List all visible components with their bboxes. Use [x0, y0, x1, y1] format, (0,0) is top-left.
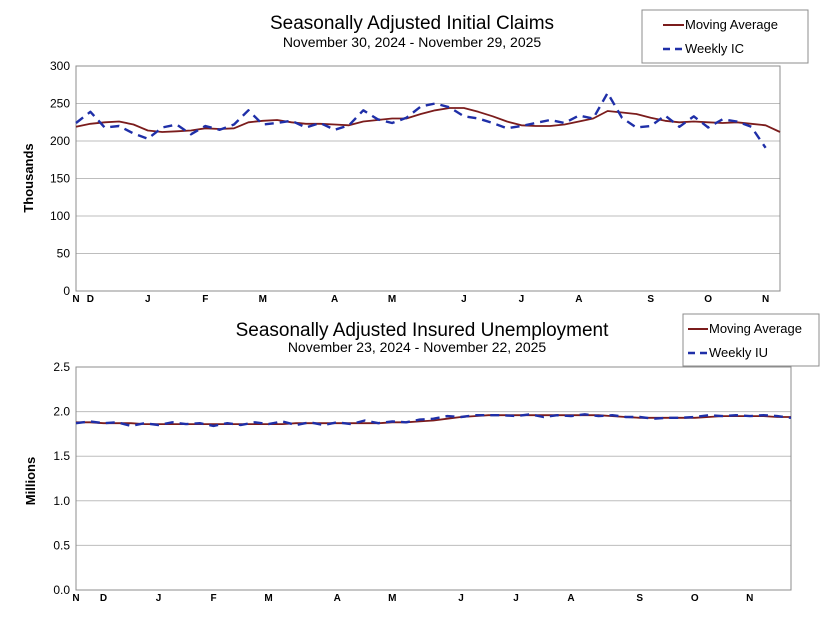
x-tick-label: O: [691, 593, 699, 604]
y-ticks: 0 50 100 150 200 250 300: [50, 59, 70, 298]
y-tick-label: 1.0: [53, 494, 70, 508]
y-tick-label: 0.0: [53, 583, 70, 597]
y-tick-label: 100: [50, 209, 70, 223]
x-tick-label: M: [264, 593, 272, 604]
y-tick-label: 0: [63, 284, 70, 298]
insured-unemployment-chart: Seasonally Adjusted Insured Unemployment…: [0, 310, 828, 642]
initial-claims-chart: Seasonally Adjusted Initial Claims Novem…: [0, 0, 828, 310]
series-line-weekly: [75, 413, 792, 428]
x-tick-label: M: [259, 294, 267, 305]
legend-label-weekly: Weekly IC: [685, 41, 744, 56]
x-tick-label: S: [647, 294, 654, 305]
chart-subtitle: November 23, 2024 - November 22, 2025: [288, 339, 547, 355]
x-tick-label: D: [87, 294, 94, 305]
x-tick-label: J: [513, 593, 519, 604]
initial-claims-svg: Seasonally Adjusted Initial Claims Novem…: [21, 9, 809, 305]
y-tick-label: 150: [50, 172, 70, 186]
series: [75, 91, 781, 149]
x-tick-label: F: [210, 593, 216, 604]
y-axis-label: Millions: [23, 457, 38, 505]
legend: Moving Average Weekly IC: [641, 9, 809, 64]
x-tick-label: F: [202, 294, 208, 305]
y-tick-label: 200: [50, 134, 70, 148]
legend-box: [641, 9, 809, 64]
x-tick-label: O: [704, 294, 712, 305]
x-tick-label: D: [100, 593, 107, 604]
legend-label-weekly: Weekly IU: [709, 345, 768, 360]
x-tick-label: S: [636, 593, 643, 604]
plot-frame: [75, 366, 792, 591]
y-tick-label: 250: [50, 97, 70, 111]
x-tick-label: J: [461, 294, 467, 305]
grid: [76, 366, 791, 591]
y-tick-label: 1.5: [53, 449, 70, 463]
x-tick-label: M: [388, 294, 396, 305]
x-tick-label: M: [388, 593, 396, 604]
y-tick-label: 300: [50, 59, 70, 73]
y-tick-label: 0.5: [53, 538, 70, 552]
x-tick-label: A: [567, 593, 574, 604]
legend-label-moving-average: Moving Average: [709, 321, 802, 336]
legend: Moving Average Weekly IU: [682, 313, 820, 367]
x-tick-label: N: [72, 593, 79, 604]
x-tick-label: A: [331, 294, 338, 305]
x-tick-label: A: [575, 294, 582, 305]
plot-frame: [75, 65, 781, 292]
legend-label-moving-average: Moving Average: [685, 17, 778, 32]
series: [75, 413, 792, 428]
x-tick-label: N: [762, 294, 769, 305]
legend-box: [682, 313, 820, 367]
x-tick-label: J: [458, 593, 464, 604]
y-tick-label: 50: [57, 247, 71, 261]
y-axis-label: Thousands: [21, 143, 36, 212]
x-tick-label: N: [746, 593, 753, 604]
x-tick-label: J: [519, 294, 525, 305]
x-tick-label: J: [156, 593, 162, 604]
x-tick-label: N: [72, 294, 79, 305]
chart-title: Seasonally Adjusted Insured Unemployment: [236, 320, 610, 341]
insured-unemployment-svg: Seasonally Adjusted Insured Unemployment…: [23, 313, 820, 604]
y-ticks: 0.0 0.5 1.0 1.5 2.0 2.5: [53, 360, 70, 597]
x-tick-label: J: [145, 294, 151, 305]
y-tick-label: 2.5: [53, 360, 70, 374]
series-line-weekly: [75, 91, 767, 149]
grid: [76, 65, 780, 292]
x-tick-label: A: [334, 593, 341, 604]
y-tick-label: 2.0: [53, 405, 70, 419]
chart-subtitle: November 30, 2024 - November 29, 2025: [283, 34, 542, 50]
series-line-moving-average: [75, 107, 781, 133]
chart-title: Seasonally Adjusted Initial Claims: [270, 13, 554, 34]
